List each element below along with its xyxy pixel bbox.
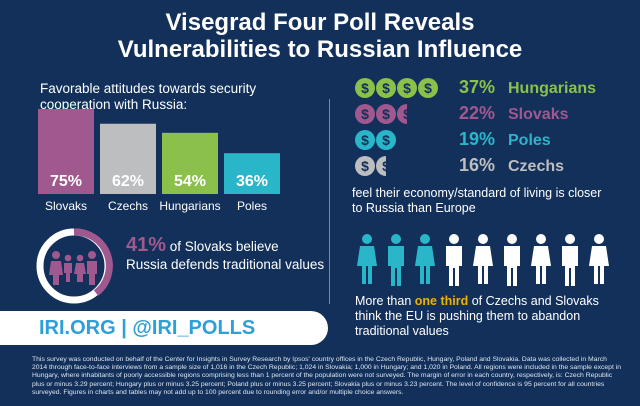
- person-icon: [589, 234, 609, 284]
- coin-icon: $: [376, 130, 396, 150]
- eu-values-pre: More than: [355, 294, 412, 308]
- coin-icon: $: [376, 78, 396, 98]
- cta-banner[interactable]: IRI.ORG | @IRI_POLLS: [0, 311, 328, 345]
- economy-group: Czechs: [508, 158, 565, 175]
- slovak-values-text-a: of Slovaks believe: [169, 239, 279, 254]
- svg-text:$: $: [382, 106, 390, 122]
- slovak-values-percent: 41%: [126, 234, 167, 256]
- svg-text:$: $: [361, 132, 369, 148]
- bar-value-label: 54%: [174, 173, 206, 190]
- bar-hungarians: [162, 132, 218, 194]
- cta-text[interactable]: IRI.ORG | @IRI_POLLS: [39, 317, 256, 339]
- slovak-values-stat: 41% of Slovaks believe Russia defends tr…: [126, 234, 326, 274]
- svg-text:$: $: [403, 80, 411, 96]
- person-icon: [473, 234, 493, 284]
- economy-caption: feel their economy/standard of living is…: [352, 186, 602, 215]
- bar-category-label: Czechs: [108, 199, 148, 213]
- bar-poles: [224, 153, 280, 194]
- svg-text:$: $: [382, 158, 390, 174]
- svg-text:$: $: [403, 106, 411, 122]
- economy-group: Hungarians: [508, 80, 597, 97]
- economy-group: Poles: [508, 132, 551, 149]
- eu-values-stat: More than one third of Czechs and Slovak…: [355, 294, 625, 339]
- person-icon: [388, 234, 404, 286]
- title-line-1: Visegrad Four Poll Reveals: [165, 9, 475, 36]
- economy-row-hungarians: 37% Hungarians: [459, 77, 596, 98]
- chart-heading: Favorable attitudes towards security coo…: [40, 81, 257, 112]
- coin-icon: $: [376, 156, 390, 176]
- bar-czechs: [100, 123, 156, 194]
- person-icon: [504, 234, 520, 286]
- ring-fill: [73, 228, 113, 296]
- bar-slovaks: [38, 109, 94, 194]
- svg-text:$: $: [382, 132, 390, 148]
- bar-value-label: 75%: [50, 173, 82, 190]
- page-title: Visegrad Four Poll Reveals Vulnerabiliti…: [0, 9, 640, 63]
- coin-icon: $: [355, 130, 375, 150]
- coin-icon: $: [397, 104, 411, 124]
- column-divider: [329, 99, 330, 304]
- coin-icon: $: [355, 104, 375, 124]
- economy-row-slovaks: 22% Slovaks: [459, 103, 568, 124]
- person-icon: [357, 234, 377, 284]
- svg-text:$: $: [361, 158, 369, 174]
- slovak-values-text-b: Russia defends traditional values: [126, 257, 325, 272]
- bar-category-label: Slovaks: [45, 199, 87, 213]
- person-icon: [415, 234, 435, 284]
- people-row-graphic: [357, 234, 609, 286]
- economy-row-poles: 19% Poles: [459, 129, 551, 150]
- person-icon: [446, 234, 462, 286]
- economy-percent: 16%: [459, 155, 496, 175]
- family-icon: [49, 251, 97, 285]
- svg-text:$: $: [361, 80, 369, 96]
- person-icon: [562, 234, 578, 286]
- svg-text:$: $: [382, 80, 390, 96]
- svg-text:$: $: [424, 80, 432, 96]
- economy-percent: 19%: [459, 129, 496, 149]
- bar-value-label: 62%: [112, 173, 144, 190]
- bar-chart: 75% Slovaks 62% Czechs 54% Hungarians 36% Poles: [38, 109, 280, 213]
- title-line-2: Vulnerabilities to Russian Influence: [117, 36, 523, 63]
- svg-text:$: $: [361, 106, 369, 122]
- economy-percent: 37%: [459, 77, 496, 97]
- coin-rows: $ $ $ $ $ $ $ $ $ $ $: [355, 78, 438, 176]
- person-icon: [531, 234, 551, 284]
- slovak-ring-graphic: [36, 228, 113, 304]
- coin-icon: $: [376, 104, 396, 124]
- bar-category-label: Hungarians: [159, 199, 220, 213]
- bar-value-label: 36%: [236, 173, 268, 190]
- coin-icon: $: [355, 156, 375, 176]
- methodology-footnote: This survey was conducted on behalf of t…: [32, 356, 622, 396]
- coin-icon: $: [397, 78, 417, 98]
- eu-values-post: of Czechs and Slovaks think the EU is pu…: [355, 294, 599, 338]
- eu-values-highlight: one third: [414, 294, 469, 308]
- coin-icon: $: [418, 78, 438, 98]
- economy-percent: 22%: [459, 103, 496, 123]
- bar-category-label: Poles: [237, 199, 267, 213]
- economy-row-czechs: 16% Czechs: [459, 155, 564, 176]
- coin-icon: $: [355, 78, 375, 98]
- economy-group: Slovaks: [508, 106, 569, 123]
